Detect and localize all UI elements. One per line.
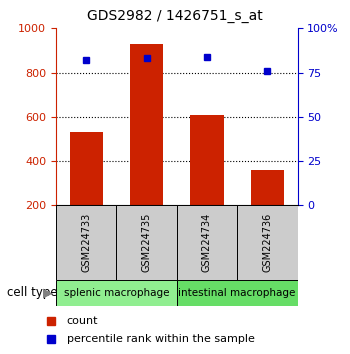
Text: GSM224736: GSM224736 — [262, 213, 272, 272]
Bar — [130, 44, 163, 205]
Text: GDS2982 / 1426751_s_at: GDS2982 / 1426751_s_at — [87, 9, 263, 23]
Bar — [251, 170, 284, 205]
Text: ▶: ▶ — [43, 286, 52, 299]
Bar — [177, 280, 298, 306]
Text: cell type: cell type — [7, 286, 58, 299]
Bar — [177, 205, 237, 280]
Bar — [56, 280, 177, 306]
Bar — [56, 205, 116, 280]
Text: count: count — [67, 316, 98, 326]
Text: GSM224734: GSM224734 — [202, 213, 212, 272]
Bar — [116, 205, 177, 280]
Text: intestinal macrophage: intestinal macrophage — [178, 288, 296, 298]
Text: GSM224735: GSM224735 — [141, 213, 152, 272]
Text: percentile rank within the sample: percentile rank within the sample — [67, 334, 255, 344]
Text: splenic macrophage: splenic macrophage — [64, 288, 169, 298]
Bar — [190, 115, 224, 205]
Bar — [237, 205, 298, 280]
Text: GSM224733: GSM224733 — [81, 213, 91, 272]
Bar — [70, 132, 103, 205]
